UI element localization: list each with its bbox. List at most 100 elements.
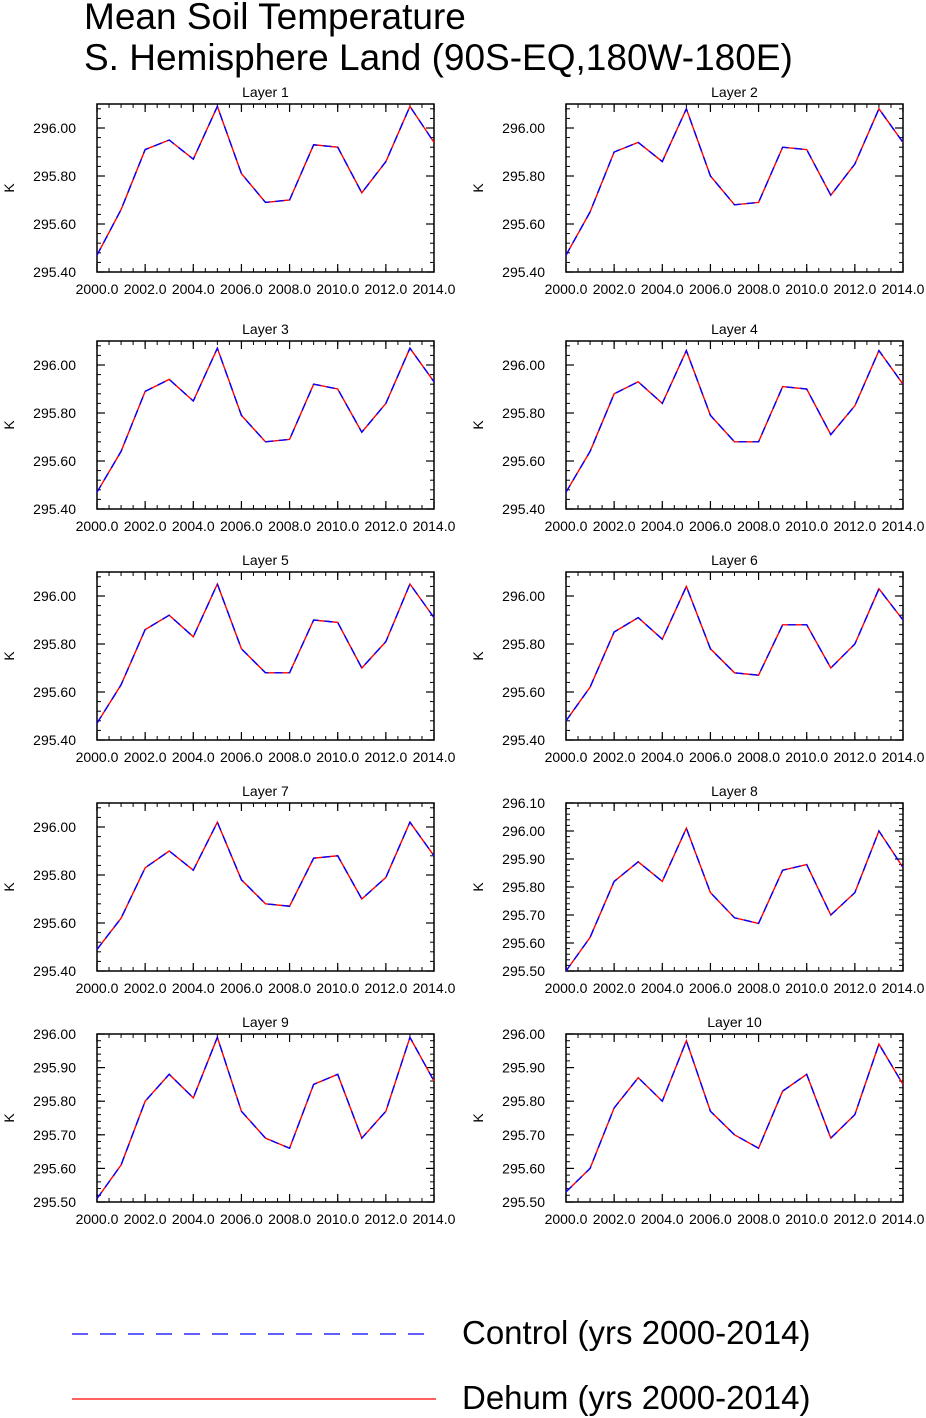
y-tick-label: 295.80 <box>502 168 545 184</box>
x-tick-label: 2012.0 <box>833 1211 876 1227</box>
panel-title: Layer 3 <box>242 321 289 337</box>
x-tick-label: 2008.0 <box>737 749 780 765</box>
x-tick-label: 2010.0 <box>785 980 828 996</box>
y-axis-label: K <box>470 882 486 892</box>
y-tick-label: 296.00 <box>33 588 76 604</box>
x-tick-label: 2000.0 <box>76 1211 119 1227</box>
x-tick-label: 2002.0 <box>124 518 167 534</box>
control-series-line <box>565 106 904 256</box>
x-tick-label: 2012.0 <box>364 518 407 534</box>
x-tick-label: 2004.0 <box>172 281 215 297</box>
y-tick-label: 295.80 <box>33 168 76 184</box>
y-tick-label: 295.40 <box>502 732 545 748</box>
dehum-series-line <box>96 346 435 493</box>
x-tick-label: 2010.0 <box>316 518 359 534</box>
y-tick-label: 295.40 <box>33 732 76 748</box>
x-tick-label: 2012.0 <box>833 518 876 534</box>
plot-frame <box>565 1033 904 1203</box>
x-tick-label: 2014.0 <box>882 1211 925 1227</box>
y-tick-label: 295.50 <box>502 963 545 979</box>
x-tick-label: 2006.0 <box>220 281 263 297</box>
panel-layer-2: Layer 2 K 295.40 295.60 295.80 296.00 2000.0 20… <box>470 84 925 297</box>
panel-layer-4: Layer 4 K 295.40 295.60 295.80 296.00 2000.0 20… <box>470 321 925 534</box>
y-tick-label: 296.00 <box>33 357 76 373</box>
x-tick-label: 2010.0 <box>316 980 359 996</box>
x-tick-label: 2012.0 <box>833 749 876 765</box>
x-tick-label: 2000.0 <box>545 749 588 765</box>
plot-frame <box>96 1033 435 1203</box>
y-tick-label: 295.80 <box>502 1093 545 1109</box>
panel-title: Layer 8 <box>711 783 758 799</box>
x-tick-label: 2010.0 <box>316 1211 359 1227</box>
y-axis-label: K <box>470 651 486 661</box>
y-tick-label: 296.00 <box>502 1026 545 1042</box>
plot-frame <box>96 340 435 510</box>
dehum-series-line <box>96 820 435 950</box>
y-tick-label: 296.00 <box>33 819 76 835</box>
panel-layer-10: Layer 10 K 295.50 295.60 295.70 295.80 295.90 2… <box>470 1014 925 1227</box>
control-series-line <box>96 582 435 724</box>
panel-layer-7: Layer 7 K 295.40 295.60 295.80 296.00 2000.0 20… <box>1 783 456 996</box>
y-axis-label: K <box>1 420 17 430</box>
x-tick-label: 2008.0 <box>268 518 311 534</box>
x-tick-label: 2002.0 <box>124 1211 167 1227</box>
x-tick-label: 2004.0 <box>172 518 215 534</box>
dehum-series-line <box>96 104 435 256</box>
x-tick-label: 2006.0 <box>689 980 732 996</box>
x-tick-label: 2002.0 <box>124 749 167 765</box>
x-tick-label: 2002.0 <box>593 749 636 765</box>
x-tick-label: 2008.0 <box>268 1211 311 1227</box>
x-tick-label: 2006.0 <box>220 518 263 534</box>
panel-title: Layer 10 <box>707 1014 762 1030</box>
y-tick-label: 295.70 <box>33 1127 76 1143</box>
plot-frame <box>96 802 435 972</box>
x-tick-label: 2004.0 <box>172 980 215 996</box>
y-tick-label: 295.80 <box>502 405 545 421</box>
y-tick-label: 296.00 <box>33 120 76 136</box>
y-tick-label: 295.40 <box>502 501 545 517</box>
panel-layer-1: Layer 1 K 295.40 295.60 295.80 296.00 2000.0 20… <box>1 84 456 297</box>
x-tick-label: 2010.0 <box>785 749 828 765</box>
panel-layer-5: Layer 5 K 295.40 295.60 295.80 296.00 2000.0 20… <box>1 552 456 765</box>
x-tick-label: 2000.0 <box>545 980 588 996</box>
x-tick-label: 2004.0 <box>172 1211 215 1227</box>
control-series-line <box>565 584 904 722</box>
x-tick-label: 2000.0 <box>545 281 588 297</box>
y-tick-label: 295.80 <box>33 405 76 421</box>
x-tick-label: 2000.0 <box>545 1211 588 1227</box>
plot-frame <box>96 571 435 741</box>
y-tick-label: 296.00 <box>502 823 545 839</box>
y-axis-label: K <box>470 420 486 430</box>
y-tick-label: 295.90 <box>502 1060 545 1076</box>
y-tick-label: 295.60 <box>502 453 545 469</box>
x-tick-label: 2014.0 <box>882 281 925 297</box>
x-tick-label: 2008.0 <box>737 281 780 297</box>
x-tick-label: 2008.0 <box>268 281 311 297</box>
x-tick-label: 2002.0 <box>593 980 636 996</box>
y-axis-label: K <box>1 183 17 193</box>
x-tick-label: 2014.0 <box>413 980 456 996</box>
x-tick-label: 2008.0 <box>268 980 311 996</box>
x-tick-label: 2004.0 <box>641 749 684 765</box>
y-tick-label: 295.60 <box>33 216 76 232</box>
y-tick-label: 295.50 <box>502 1194 545 1210</box>
dehum-series-line <box>96 582 435 724</box>
control-series-line <box>96 104 435 256</box>
x-tick-label: 2014.0 <box>413 281 456 297</box>
x-tick-label: 2002.0 <box>593 518 636 534</box>
panel-layer-6: Layer 6 K 295.40 295.60 295.80 296.00 2000.0 20… <box>470 552 925 765</box>
y-tick-label: 295.90 <box>502 851 545 867</box>
figure-title: Mean Soil Temperature S. Hemisphere Land… <box>84 0 793 78</box>
x-tick-label: 2010.0 <box>316 749 359 765</box>
x-tick-label: 2012.0 <box>364 1211 407 1227</box>
x-tick-label: 2014.0 <box>413 749 456 765</box>
y-tick-label: 295.40 <box>33 963 76 979</box>
y-tick-label: 295.50 <box>33 1194 76 1210</box>
control-series-line <box>565 1038 904 1193</box>
x-tick-label: 2006.0 <box>689 1211 732 1227</box>
y-tick-label: 295.80 <box>502 879 545 895</box>
y-tick-label: 295.40 <box>33 501 76 517</box>
control-series-line <box>565 826 904 972</box>
x-tick-label: 2000.0 <box>76 749 119 765</box>
